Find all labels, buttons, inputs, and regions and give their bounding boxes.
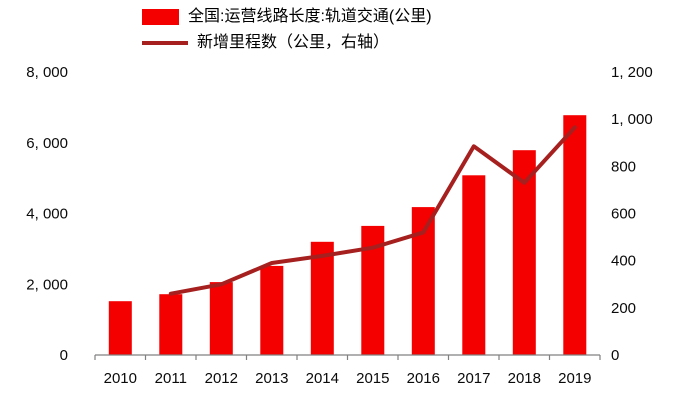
legend-label-line-series: 新增里程数（公里，右轴） bbox=[197, 34, 390, 52]
right-axis-tick-label: 600 bbox=[611, 206, 636, 223]
left-axis-tick-label: 6, 000 bbox=[26, 135, 68, 152]
left-axis-tick-label: 0 bbox=[60, 347, 68, 364]
bar-2014 bbox=[310, 241, 334, 355]
legend-label-bar-series: 全国:运营线路长度:轨道交通(公里) bbox=[188, 8, 432, 25]
x-axis-label-2013: 2013 bbox=[255, 370, 288, 387]
x-axis-label-2010: 2010 bbox=[104, 370, 137, 387]
bar-2011 bbox=[159, 294, 183, 355]
bar-2012 bbox=[209, 282, 233, 355]
x-axis-label-2019: 2019 bbox=[558, 370, 591, 387]
left-axis-tick-label: 4, 000 bbox=[26, 206, 68, 223]
right-axis-tick-label: 400 bbox=[611, 253, 636, 270]
legend: 全国:运营线路长度:轨道交通(公里) 新增里程数（公里，右轴） bbox=[142, 7, 432, 52]
right-axis-tick-label: 0 bbox=[611, 347, 619, 364]
x-axis-label-2016: 2016 bbox=[407, 370, 440, 387]
right-axis-tick-label: 800 bbox=[611, 158, 636, 175]
x-axis-label-2011: 2011 bbox=[155, 370, 187, 387]
x-axis-label-2014: 2014 bbox=[306, 370, 339, 387]
x-axis-label-2018: 2018 bbox=[508, 370, 541, 387]
x-axis-label-2012: 2012 bbox=[205, 370, 238, 387]
legend-item-line-series: 新增里程数（公里，右轴） bbox=[142, 33, 432, 52]
bar-2016 bbox=[411, 207, 435, 355]
x-axis-label-2017: 2017 bbox=[457, 370, 490, 387]
left-axis-tick-label: 8, 000 bbox=[26, 64, 68, 81]
line-series-path bbox=[168, 125, 577, 296]
right-axis-tick-label: 1, 200 bbox=[611, 64, 653, 81]
right-axis-tick-label: 1, 000 bbox=[611, 111, 653, 128]
legend-item-bar-series: 全国:运营线路长度:轨道交通(公里) bbox=[142, 7, 432, 26]
line-series-swatch bbox=[142, 40, 188, 45]
bar-2013 bbox=[260, 265, 284, 355]
bar-2010 bbox=[108, 301, 132, 355]
bar-2019 bbox=[563, 115, 587, 355]
x-axis-label-2015: 2015 bbox=[356, 370, 389, 387]
left-axis-tick-label: 2, 000 bbox=[26, 276, 68, 293]
bar-2017 bbox=[462, 175, 486, 355]
bar-series-swatch bbox=[142, 8, 179, 25]
bar-2015 bbox=[361, 225, 385, 355]
right-axis-tick-label: 200 bbox=[611, 300, 636, 317]
bar-2018 bbox=[512, 150, 536, 355]
